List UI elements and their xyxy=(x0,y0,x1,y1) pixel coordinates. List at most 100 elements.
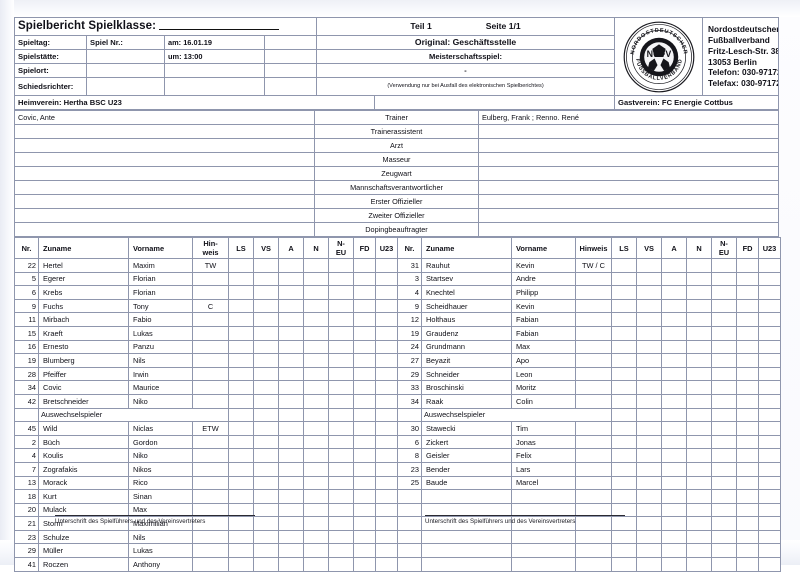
empty-cell[interactable] xyxy=(711,489,737,504)
empty-cell[interactable] xyxy=(736,557,759,572)
player-u23-cell[interactable] xyxy=(758,448,781,463)
empty-cell[interactable] xyxy=(636,543,662,559)
player-neu-cell[interactable] xyxy=(711,339,737,355)
empty-cell[interactable] xyxy=(661,557,687,572)
player-neu-cell[interactable] xyxy=(711,258,737,273)
staff-home-value[interactable]: Covic, Ante xyxy=(14,110,315,125)
staff-away-value[interactable] xyxy=(478,124,779,139)
player-vs-cell[interactable] xyxy=(636,258,662,273)
player-a-cell[interactable] xyxy=(661,461,687,477)
empty-cell[interactable] xyxy=(278,407,304,423)
player-neu-cell[interactable] xyxy=(711,461,737,477)
staff-home-value[interactable] xyxy=(14,194,315,209)
empty-cell[interactable] xyxy=(353,407,376,423)
empty-cell[interactable] xyxy=(686,543,712,559)
signature-away[interactable]: Unterschrift des Spielführers und des Ve… xyxy=(425,515,625,525)
player-fd-cell[interactable] xyxy=(353,557,376,572)
player-neu-cell[interactable] xyxy=(711,271,737,287)
empty-cell[interactable] xyxy=(758,557,781,572)
player-n-cell[interactable] xyxy=(303,353,329,368)
player-ls-cell[interactable] xyxy=(611,434,637,450)
player-fd-cell[interactable] xyxy=(353,380,376,395)
player-ls-cell[interactable] xyxy=(228,461,254,477)
player-neu-cell[interactable] xyxy=(328,353,354,368)
player-ls-cell[interactable] xyxy=(228,312,254,327)
player-neu-cell[interactable] xyxy=(711,475,737,491)
player-fd-cell[interactable] xyxy=(353,258,376,273)
player-neu-cell[interactable] xyxy=(328,421,354,436)
player-fd-cell[interactable] xyxy=(353,461,376,477)
player-ls-cell[interactable] xyxy=(228,393,254,409)
staff-home-value[interactable] xyxy=(14,152,315,167)
schiedsrichter-blank2[interactable] xyxy=(164,77,265,96)
empty-cell[interactable] xyxy=(511,529,576,545)
player-neu-cell[interactable] xyxy=(711,434,737,450)
player-fd-cell[interactable] xyxy=(353,543,376,559)
empty-cell[interactable] xyxy=(421,502,512,518)
player-u23-cell[interactable] xyxy=(375,258,398,273)
player-vs-cell[interactable] xyxy=(253,421,279,436)
player-ls-cell[interactable] xyxy=(228,421,254,436)
player-a-cell[interactable] xyxy=(278,557,304,572)
schiedsrichter-blank3[interactable] xyxy=(263,77,318,96)
player-n-cell[interactable] xyxy=(303,516,329,531)
empty-cell[interactable] xyxy=(661,543,687,559)
player-a-cell[interactable] xyxy=(278,489,304,504)
empty-cell[interactable] xyxy=(686,407,712,423)
spielort-blank3[interactable] xyxy=(263,63,318,78)
player-neu-cell[interactable] xyxy=(328,312,354,327)
player-neu-cell[interactable] xyxy=(328,285,354,300)
player-n-cell[interactable] xyxy=(686,434,712,450)
match-time-value[interactable]: um: 13:00 xyxy=(164,49,265,64)
player-fd-cell[interactable] xyxy=(353,325,376,341)
player-fd-cell[interactable] xyxy=(736,461,759,477)
player-fd-cell[interactable] xyxy=(736,380,759,395)
player-fd-cell[interactable] xyxy=(736,421,759,436)
empty-cell[interactable] xyxy=(758,543,781,559)
player-fd-cell[interactable] xyxy=(736,312,759,327)
staff-away-value[interactable] xyxy=(478,208,779,223)
player-a-cell[interactable] xyxy=(278,434,304,450)
player-n-cell[interactable] xyxy=(303,298,329,314)
empty-cell[interactable] xyxy=(711,557,737,572)
player-n-cell[interactable] xyxy=(303,475,329,491)
player-a-cell[interactable] xyxy=(661,421,687,436)
player-fd-cell[interactable] xyxy=(353,285,376,300)
player-u23-cell[interactable] xyxy=(375,434,398,450)
player-vs-cell[interactable] xyxy=(253,298,279,314)
player-a-cell[interactable] xyxy=(661,339,687,355)
player-neu-cell[interactable] xyxy=(711,298,737,314)
player-ls-cell[interactable] xyxy=(228,298,254,314)
player-vs-cell[interactable] xyxy=(636,298,662,314)
spielort-blank[interactable] xyxy=(86,63,165,78)
staff-home-value[interactable] xyxy=(14,138,315,153)
player-a-cell[interactable] xyxy=(278,366,304,382)
player-ls-cell[interactable] xyxy=(228,448,254,463)
player-fd-cell[interactable] xyxy=(736,258,759,273)
player-neu-cell[interactable] xyxy=(328,434,354,450)
player-u23-cell[interactable] xyxy=(375,366,398,382)
player-ls-cell[interactable] xyxy=(611,353,637,368)
player-ls-cell[interactable] xyxy=(228,502,254,518)
player-vs-cell[interactable] xyxy=(253,366,279,382)
player-neu-cell[interactable] xyxy=(328,557,354,572)
player-u23-cell[interactable] xyxy=(375,421,398,436)
empty-cell[interactable] xyxy=(711,407,737,423)
player-neu-cell[interactable] xyxy=(711,366,737,382)
player-ls-cell[interactable] xyxy=(611,258,637,273)
empty-cell[interactable] xyxy=(661,489,687,504)
player-fd-cell[interactable] xyxy=(353,312,376,327)
player-n-cell[interactable] xyxy=(303,461,329,477)
player-n-cell[interactable] xyxy=(303,285,329,300)
player-a-cell[interactable] xyxy=(278,285,304,300)
player-vs-cell[interactable] xyxy=(636,285,662,300)
staff-away-value[interactable] xyxy=(478,180,779,195)
player-a-cell[interactable] xyxy=(661,366,687,382)
staff-away-value[interactable] xyxy=(478,194,779,209)
player-vs-cell[interactable] xyxy=(636,325,662,341)
player-vs-cell[interactable] xyxy=(253,516,279,531)
player-ls-cell[interactable] xyxy=(228,475,254,491)
player-n-cell[interactable] xyxy=(303,557,329,572)
player-neu-cell[interactable] xyxy=(328,502,354,518)
player-u23-cell[interactable] xyxy=(375,461,398,477)
